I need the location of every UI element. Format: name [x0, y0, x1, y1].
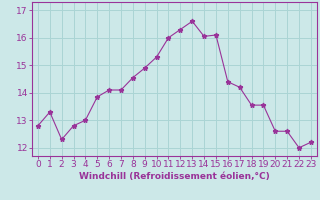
X-axis label: Windchill (Refroidissement éolien,°C): Windchill (Refroidissement éolien,°C)	[79, 172, 270, 181]
